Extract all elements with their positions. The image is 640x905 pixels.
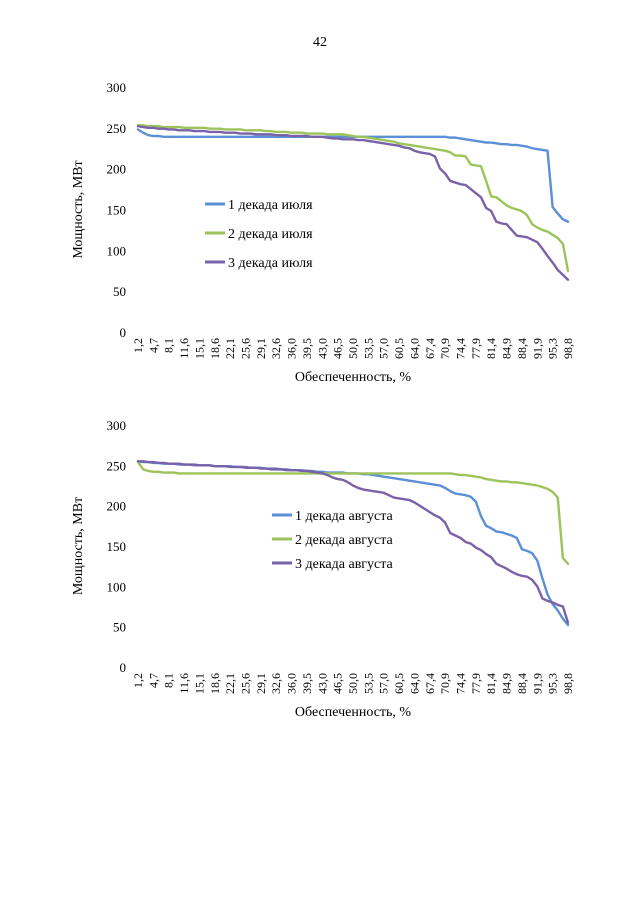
legend-label: 1 декада июля	[228, 198, 313, 213]
y-tick-label: 200	[107, 499, 127, 514]
x-tick-label: 70,9	[438, 673, 452, 694]
x-tick-label: 4,7	[146, 338, 160, 353]
y-tick-label: 200	[107, 162, 127, 177]
y-axis-title: Мощность, МВт	[71, 497, 86, 595]
x-axis-title: Обеспеченность, %	[295, 705, 411, 720]
x-tick-label: 29,1	[254, 673, 268, 694]
x-tick-label: 36,0	[285, 338, 299, 359]
x-tick-label: 43,0	[315, 338, 329, 359]
legend-label: 2 декада августа	[295, 533, 394, 548]
x-tick-label: 22,1	[223, 673, 237, 694]
x-tick-label: 60,5	[392, 338, 406, 359]
y-tick-label: 300	[107, 418, 127, 433]
series-line-2	[136, 124, 570, 272]
y-tick-label: 250	[107, 121, 127, 136]
series-line-3	[136, 125, 570, 281]
x-tick-label: 43,0	[315, 673, 329, 694]
x-tick-label: 67,4	[423, 338, 437, 359]
x-tick-label: 25,6	[239, 673, 253, 694]
x-tick-label: 39,5	[300, 673, 314, 694]
y-tick-label: 50	[113, 284, 126, 299]
x-tick-label: 91,9	[530, 338, 544, 359]
x-tick-label: 81,4	[484, 338, 498, 359]
x-tick-label: 50,0	[346, 338, 360, 359]
x-tick-label: 74,4	[454, 673, 468, 694]
y-tick-label: 250	[107, 458, 127, 473]
x-tick-label: 1,2	[131, 338, 145, 353]
x-tick-label: 22,1	[223, 338, 237, 359]
x-tick-label: 77,9	[469, 673, 483, 694]
legend-label: 2 декада июля	[228, 227, 313, 242]
x-tick-label: 1,2	[131, 673, 145, 688]
y-tick-label: 50	[113, 620, 126, 635]
x-tick-label: 67,4	[423, 673, 437, 694]
x-tick-label: 74,4	[454, 338, 468, 359]
x-tick-label: 84,9	[500, 673, 514, 694]
x-tick-label: 81,4	[484, 673, 498, 694]
x-tick-label: 53,5	[361, 338, 375, 359]
x-tick-label: 98,8	[561, 673, 575, 694]
x-tick-label: 84,9	[500, 338, 514, 359]
x-tick-label: 32,6	[269, 673, 283, 694]
x-axis-title: Обеспеченность, %	[295, 370, 411, 385]
x-tick-label: 64,0	[407, 673, 421, 694]
x-tick-label: 8,1	[162, 673, 176, 688]
x-tick-label: 29,1	[254, 338, 268, 359]
x-tick-label: 91,9	[530, 673, 544, 694]
y-tick-label: 100	[107, 579, 127, 594]
x-tick-label: 25,6	[239, 338, 253, 359]
series-line-2	[136, 460, 570, 565]
x-tick-label: 15,1	[192, 338, 206, 359]
x-tick-label: 77,9	[469, 338, 483, 359]
x-tick-label: 36,0	[285, 673, 299, 694]
x-tick-label: 18,6	[208, 673, 222, 694]
x-tick-label: 50,0	[346, 673, 360, 694]
x-tick-label: 95,3	[546, 673, 560, 694]
y-tick-label: 100	[107, 243, 127, 258]
x-tick-label: 53,5	[361, 673, 375, 694]
series-line-1	[136, 128, 570, 223]
x-tick-label: 39,5	[300, 338, 314, 359]
x-tick-label: 88,4	[515, 338, 529, 359]
x-tick-label: 15,1	[192, 673, 206, 694]
x-tick-label: 4,7	[146, 673, 160, 688]
y-tick-label: 150	[107, 203, 127, 218]
y-tick-label: 300	[107, 80, 127, 95]
x-tick-label: 98,8	[561, 338, 575, 359]
x-tick-label: 46,5	[331, 338, 345, 359]
x-tick-label: 32,6	[269, 338, 283, 359]
x-tick-label: 11,6	[177, 673, 191, 694]
x-tick-label: 70,9	[438, 338, 452, 359]
x-tick-label: 11,6	[177, 338, 191, 359]
x-tick-label: 57,0	[377, 673, 391, 694]
y-tick-label: 150	[107, 539, 127, 554]
y-tick-label: 0	[120, 325, 127, 340]
legend-label: 3 декада августа	[295, 557, 394, 572]
x-tick-label: 64,0	[407, 338, 421, 359]
x-tick-label: 95,3	[546, 338, 560, 359]
x-tick-label: 18,6	[208, 338, 222, 359]
series-line-3	[136, 460, 570, 624]
x-tick-label: 8,1	[162, 338, 176, 353]
y-axis-title: Мощность, МВт	[71, 160, 86, 258]
x-tick-label: 57,0	[377, 338, 391, 359]
x-tick-label: 88,4	[515, 673, 529, 694]
page-number: 42	[313, 35, 327, 50]
y-tick-label: 0	[120, 660, 127, 675]
legend-label: 3 декада июля	[228, 256, 313, 271]
x-tick-label: 60,5	[392, 673, 406, 694]
x-tick-label: 46,5	[331, 673, 345, 694]
legend-label: 1 декада августа	[295, 509, 394, 524]
